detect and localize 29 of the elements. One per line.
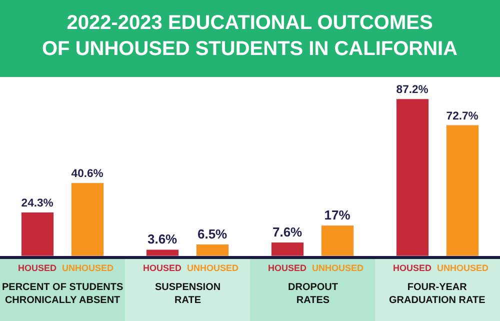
bar	[271, 242, 304, 256]
x-tick-label: DROPOUT RATES	[288, 282, 338, 306]
data-label: 87.2%	[396, 84, 428, 96]
bar	[321, 225, 354, 256]
series-label: HOUSED	[143, 263, 182, 273]
data-label: 3.6%	[147, 232, 178, 247]
chart-title: 2022-2023 EDUCATIONAL OUTCOMES OF UNHOUSED STUDENTS IN CALIFORNIA	[42, 12, 458, 60]
data-label: 72.7%	[446, 110, 478, 122]
data-label: 40.6%	[71, 168, 104, 180]
bar	[21, 212, 54, 256]
data-label: 17%	[324, 207, 351, 222]
text: HOUSED	[268, 263, 307, 273]
x-tick-label: SUSPENSION RATE	[155, 282, 221, 306]
text: UNHOUSED	[312, 263, 364, 273]
bar	[196, 244, 229, 256]
bar	[446, 124, 479, 256]
x-tick-label: PERCENT OF STUDENTS CHRONICALLY ABSENT	[2, 282, 124, 306]
data-label: 24.3%	[21, 198, 54, 210]
data-label: 6.5%	[197, 226, 228, 242]
x-tick-label: FOUR-YEAR GRADUATION RATE	[389, 282, 486, 306]
bar	[146, 249, 179, 256]
text: HOUSED	[18, 263, 57, 273]
bar	[71, 182, 104, 256]
text: HOUSED	[393, 263, 432, 273]
bar	[396, 98, 429, 256]
text: UNHOUSED	[437, 263, 489, 273]
series-label: UNHOUSED	[62, 263, 114, 273]
text: UNHOUSED	[187, 263, 239, 273]
data-label: 7.6%	[272, 224, 303, 240]
